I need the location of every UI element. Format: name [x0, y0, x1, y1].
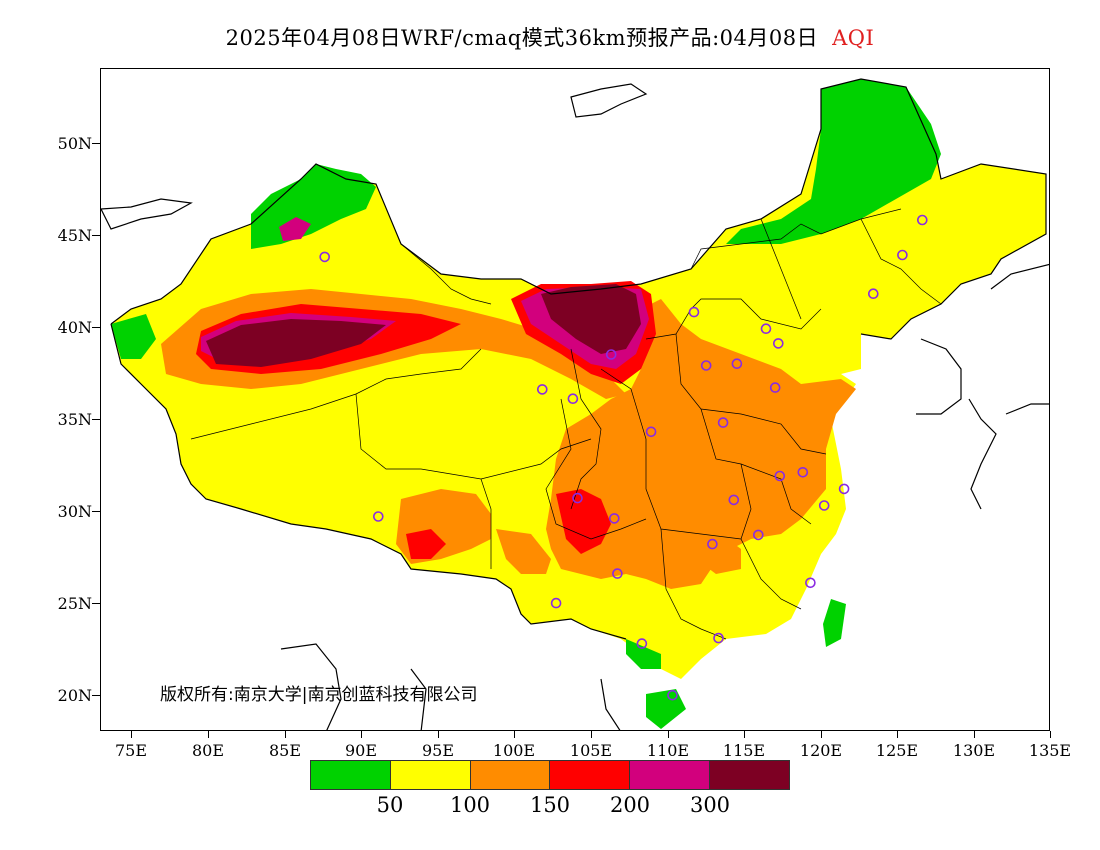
city-station-marker [728, 494, 740, 506]
city-station-marker [752, 529, 764, 541]
lon-tickmark [1050, 731, 1051, 738]
lon-tickmark [897, 731, 898, 738]
lat-tickmark [92, 143, 100, 144]
legend-label: 200 [609, 793, 651, 817]
lon-tickmark [361, 731, 362, 738]
country-borders [101, 78, 1049, 730]
city-station-marker [612, 568, 623, 579]
legend-bin-over-300 [710, 761, 789, 789]
aqi-fill-yellow [111, 119, 1046, 679]
lon-label: 130E [952, 741, 996, 760]
legend-bin-150-200 [550, 761, 631, 789]
lon-label: 90E [344, 741, 378, 760]
map-title: 2025年04月08日WRF/cmaq模式36km预报产品:04月08日 AQI [0, 22, 1100, 52]
city-station-marker [760, 323, 772, 335]
lat-tickmark [92, 511, 100, 512]
city-station-marker [700, 360, 712, 371]
lat-tickmark [92, 419, 100, 420]
lon-label: 125E [875, 741, 919, 760]
city-station-marker [772, 338, 784, 349]
lon-label: 135E [1028, 741, 1072, 760]
city-station-marker [572, 492, 583, 504]
lon-tickmark [131, 731, 132, 738]
legend-bin-200-300 [630, 761, 711, 789]
city-station-marker [838, 483, 850, 495]
city-station-marker [372, 511, 384, 522]
city-station-marker [805, 577, 816, 589]
lon-label: 110E [646, 741, 690, 760]
city-station-marker [567, 393, 579, 405]
legend-label: 150 [529, 793, 571, 817]
station-markers [319, 214, 928, 701]
city-station-marker [645, 426, 657, 438]
lat-label: 30N [57, 502, 92, 521]
legend-label: 50 [376, 793, 404, 817]
city-station-marker [717, 417, 729, 428]
city-station-marker [797, 466, 809, 478]
aqi-fill-darkred [206, 284, 641, 367]
title-text: 2025年04月08日WRF/cmaq模式36km预报产品:04月08日 [225, 26, 819, 50]
city-station-marker [605, 349, 617, 360]
city-station-marker [731, 358, 743, 370]
lon-tickmark [974, 731, 975, 738]
lon-tickmark [285, 731, 286, 738]
lat-label: 45N [57, 226, 92, 245]
city-station-marker [688, 306, 700, 318]
province-borders [190, 208, 942, 640]
city-station-marker [550, 597, 562, 609]
legend-label: 100 [449, 793, 491, 817]
lon-label: 100E [492, 741, 536, 760]
lon-label: 75E [114, 741, 148, 760]
legend-label: 300 [689, 793, 731, 817]
title-variable: AQI [832, 26, 875, 50]
lon-tickmark [744, 731, 745, 738]
lon-label: 80E [191, 741, 225, 760]
city-station-marker [608, 513, 620, 524]
city-station-marker [769, 382, 781, 393]
lon-label: 115E [722, 741, 766, 760]
lat-label: 25N [57, 594, 92, 613]
lat-tickmark [92, 235, 100, 236]
legend-bin-100-150 [470, 761, 551, 789]
city-station-marker [916, 214, 928, 226]
lon-label: 120E [799, 741, 843, 760]
map-frame [100, 68, 1050, 731]
city-station-marker [536, 384, 548, 395]
lat-label: 40N [57, 318, 92, 337]
lat-label: 50N [57, 134, 92, 153]
lon-tickmark [514, 731, 515, 738]
lat-tickmark [92, 603, 100, 604]
lon-tickmark [438, 731, 439, 738]
city-station-marker [818, 500, 830, 511]
lat-label: 20N [57, 686, 92, 705]
legend-bin-0-50 [311, 761, 391, 789]
lon-tickmark [668, 731, 669, 738]
city-station-marker [319, 251, 330, 263]
lon-tickmark [208, 731, 209, 738]
lon-tickmark [591, 731, 592, 738]
lon-label: 105E [569, 741, 613, 760]
lon-label: 95E [421, 741, 455, 760]
lat-tickmark [92, 327, 100, 328]
city-station-marker [707, 538, 718, 550]
city-station-marker [867, 288, 879, 299]
legend-bin-50-100 [390, 761, 471, 789]
copyright-notice: 版权所有:南京大学|南京创蓝科技有限公司 [160, 685, 478, 705]
lat-label: 35N [57, 410, 92, 429]
lon-label: 85E [268, 741, 302, 760]
lon-tickmark [821, 731, 822, 738]
aqi-map [101, 78, 1049, 730]
city-station-marker [636, 638, 648, 649]
aqi-color-legend [310, 760, 790, 790]
lat-tickmark [92, 695, 100, 696]
city-station-marker [774, 470, 786, 482]
city-station-marker [667, 689, 678, 701]
city-station-marker [897, 249, 908, 261]
city-station-marker [713, 632, 724, 644]
